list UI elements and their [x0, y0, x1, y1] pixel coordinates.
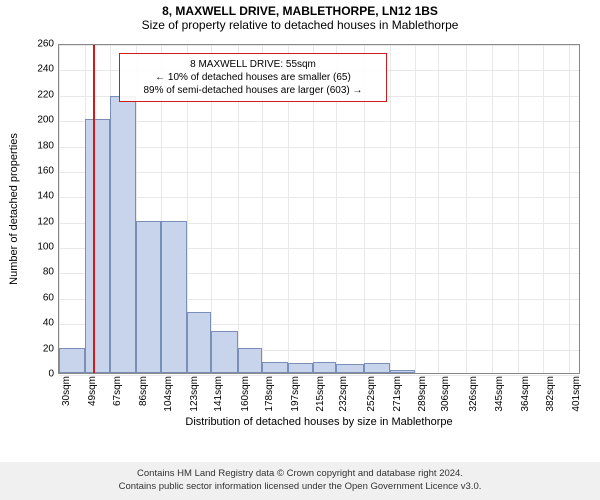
y-tick-label: 100	[37, 242, 54, 253]
footer-line-1: Contains HM Land Registry data © Crown c…	[10, 468, 590, 481]
y-tick-label: 140	[37, 191, 54, 202]
gridline-h	[59, 147, 579, 148]
gridline-h	[59, 197, 579, 198]
x-tick-label: 123sqm	[189, 376, 200, 412]
y-tick-label: 20	[43, 343, 54, 354]
x-tick-label: 232sqm	[338, 376, 349, 412]
y-tick-label: 200	[37, 115, 54, 126]
x-axis-label: Distribution of detached houses by size …	[58, 416, 580, 428]
x-tick-label: 30sqm	[61, 376, 72, 406]
annotation-box: 8 MAXWELL DRIVE: 55sqm ← 10% of detached…	[119, 53, 387, 102]
marker-line	[93, 45, 95, 373]
x-tick-label: 289sqm	[417, 376, 428, 412]
gridline-v	[415, 45, 416, 373]
x-tick-label: 382sqm	[545, 376, 556, 412]
x-tick-label: 49sqm	[87, 376, 98, 406]
gridline-v	[59, 45, 60, 373]
x-tick-label: 141sqm	[213, 376, 224, 412]
x-tick-label: 178sqm	[264, 376, 275, 412]
x-tick-label: 252sqm	[366, 376, 377, 412]
annotation-line-2: ← 10% of detached houses are smaller (65…	[128, 71, 378, 84]
y-tick-label: 260	[37, 39, 54, 50]
x-tick-label: 326sqm	[468, 376, 479, 412]
histogram-bar	[110, 96, 136, 373]
y-axis-label: Number of detached properties	[8, 133, 20, 285]
x-tick-label: 401sqm	[571, 376, 582, 412]
x-tick-label: 271sqm	[392, 376, 403, 412]
histogram-bar	[211, 331, 237, 373]
annotation-line-3: 89% of semi-detached houses are larger (…	[128, 84, 378, 97]
x-tick-label: 104sqm	[163, 376, 174, 412]
x-tick-label: 306sqm	[440, 376, 451, 412]
histogram-bar	[364, 363, 390, 373]
y-tick-label: 160	[37, 165, 54, 176]
x-tick-label: 86sqm	[138, 376, 149, 406]
y-tick-label: 240	[37, 64, 54, 75]
y-tick-label: 120	[37, 216, 54, 227]
y-tick-label: 60	[43, 292, 54, 303]
title-address: 8, MAXWELL DRIVE, MABLETHORPE, LN12 1BS	[0, 0, 600, 18]
gridline-v	[466, 45, 467, 373]
annotation-line-1: 8 MAXWELL DRIVE: 55sqm	[128, 58, 378, 71]
y-tick-label: 40	[43, 318, 54, 329]
gridline-v	[569, 45, 570, 373]
x-tick-label: 67sqm	[112, 376, 123, 406]
histogram-bar	[390, 370, 415, 373]
footer-line-2: Contains public sector information licen…	[10, 481, 590, 494]
y-tick-label: 0	[48, 369, 54, 380]
gridline-v	[492, 45, 493, 373]
gridline-v	[518, 45, 519, 373]
chart-container: 8 MAXWELL DRIVE: 55sqm ← 10% of detached…	[0, 34, 600, 430]
y-tick-label: 220	[37, 89, 54, 100]
histogram-bar	[238, 348, 263, 373]
x-tick-label: 364sqm	[520, 376, 531, 412]
gridline-h	[59, 172, 579, 173]
histogram-bar	[313, 362, 336, 373]
histogram-bar	[136, 221, 161, 373]
histogram-bar	[187, 312, 212, 373]
gridline-v	[543, 45, 544, 373]
histogram-bar	[85, 119, 110, 373]
histogram-bar	[288, 363, 313, 373]
histogram-bar	[262, 362, 288, 373]
histogram-bar	[336, 364, 363, 373]
histogram-bar	[59, 348, 85, 373]
y-tick-label: 180	[37, 140, 54, 151]
gridline-v	[438, 45, 439, 373]
histogram-bar	[161, 221, 187, 373]
title-subtitle: Size of property relative to detached ho…	[0, 18, 600, 32]
gridline-h	[59, 121, 579, 122]
plot-area: 8 MAXWELL DRIVE: 55sqm ← 10% of detached…	[58, 44, 580, 374]
gridline-h	[59, 45, 579, 46]
x-tick-label: 345sqm	[494, 376, 505, 412]
gridline-v	[390, 45, 391, 373]
x-tick-label: 215sqm	[315, 376, 326, 412]
x-tick-label: 160sqm	[240, 376, 251, 412]
footer-attribution: Contains HM Land Registry data © Crown c…	[0, 462, 600, 500]
y-tick-label: 80	[43, 267, 54, 278]
x-tick-label: 197sqm	[290, 376, 301, 412]
